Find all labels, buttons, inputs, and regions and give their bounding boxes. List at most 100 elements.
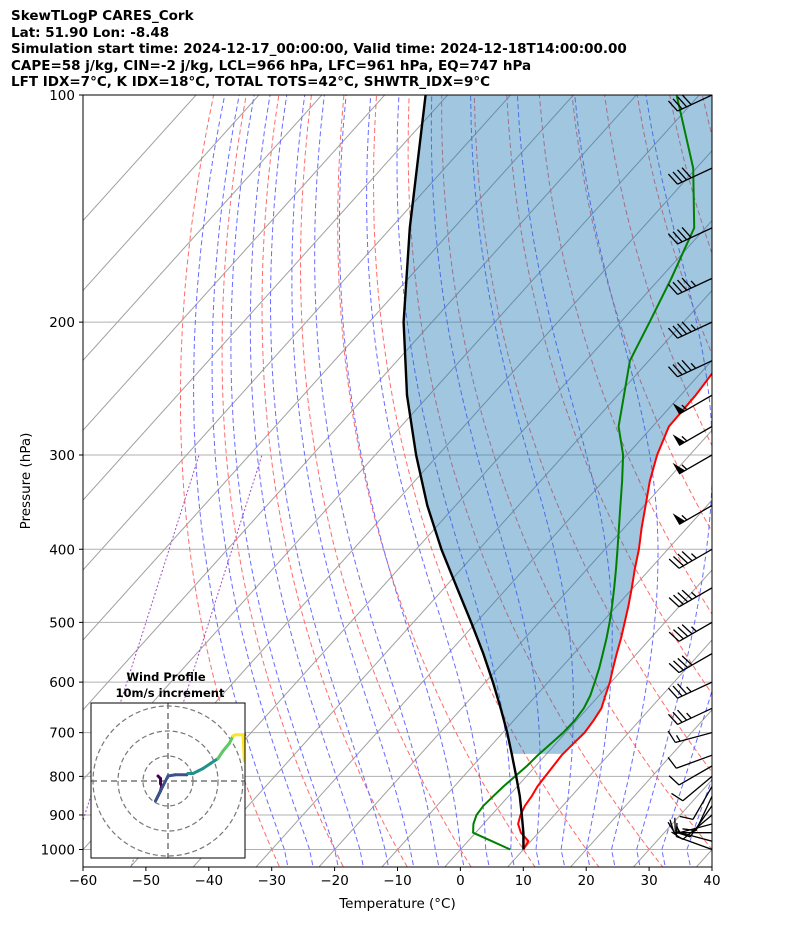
x-tick-label: −10 <box>383 873 412 889</box>
dry-adiabat-line <box>372 95 600 867</box>
dry-adiabat-line <box>221 95 344 867</box>
location-line: Lat: 51.90 Lon: -8.48 <box>11 24 170 41</box>
barb-feather <box>681 655 693 666</box>
x-tick-label: 30 <box>641 873 658 889</box>
wind-barb <box>672 504 712 526</box>
x-tick-label: 10 <box>515 873 532 889</box>
barb-feather <box>667 327 679 339</box>
wind-barb <box>667 754 712 769</box>
barb-shaft <box>677 707 712 725</box>
isotherm-line <box>83 95 197 222</box>
barb-feather <box>667 756 677 769</box>
wind-barb <box>672 425 712 447</box>
barb-feather <box>673 629 684 640</box>
plot-area <box>83 78 794 881</box>
barb-feather <box>681 227 692 239</box>
barb-feather <box>677 229 688 241</box>
barb-shaft <box>677 277 712 296</box>
barb-feather <box>672 685 683 697</box>
wind-barb <box>668 548 712 569</box>
barb-half-feather <box>681 435 688 442</box>
isotherm-line <box>747 78 794 881</box>
wind-barb <box>677 805 712 838</box>
isotherm-line <box>83 95 323 362</box>
y-tick-label: 700 <box>49 726 75 742</box>
barb-feather <box>677 832 691 838</box>
hodograph-segment <box>201 762 212 770</box>
moist-adiabat-line <box>211 95 314 867</box>
isotherm-line <box>83 95 512 571</box>
barb-feather <box>677 592 689 603</box>
barb-feather <box>667 713 679 725</box>
moist-adiabat-line <box>430 95 541 867</box>
barb-feather <box>671 831 684 840</box>
y-tick-label: 300 <box>49 448 75 464</box>
y-tick-label: 600 <box>49 675 75 691</box>
wind-barb <box>682 795 712 832</box>
barb-shaft <box>677 321 712 339</box>
moist-adiabat-line <box>574 95 659 867</box>
barb-shaft <box>676 754 712 769</box>
hodograph-segment <box>209 757 220 765</box>
barb-shaft <box>678 548 712 569</box>
dewpoint-line <box>472 95 696 851</box>
barb-feather <box>668 558 680 569</box>
dry-adiabat-line <box>261 95 408 867</box>
parcel-line <box>402 95 525 850</box>
x-tick-label: −40 <box>195 873 224 889</box>
barb-feather <box>681 359 692 371</box>
barb-feather <box>681 321 692 333</box>
moist-adiabat-line <box>314 95 440 867</box>
wind-barb <box>667 707 712 725</box>
isotherm-line <box>506 639 712 867</box>
barb-flag <box>672 434 686 446</box>
barb-half-feather <box>686 712 692 719</box>
dry-adiabat-line <box>604 95 712 447</box>
barb-shaft <box>677 167 712 185</box>
barb-feather <box>677 169 688 181</box>
barb-feather <box>672 98 683 110</box>
barb-feather <box>677 323 688 335</box>
isotherm-line <box>381 499 712 867</box>
moist-adiabat-line <box>686 777 712 867</box>
dry-adiabat-line <box>180 95 281 867</box>
dry-adiabat-line <box>768 95 794 881</box>
dry-adiabat-line <box>701 95 712 138</box>
isotherm-line <box>83 95 386 432</box>
y-tick-label: 200 <box>49 315 75 331</box>
wind-barb <box>667 95 712 112</box>
barb-feather <box>672 231 683 243</box>
dry-adiabat-line <box>473 95 712 773</box>
barb-half-feather <box>690 553 697 559</box>
barb-shaft <box>677 227 712 245</box>
wind-barb <box>667 227 712 245</box>
barb-feather <box>667 283 679 295</box>
chart-title: SkewTLogP CARES_Cork <box>11 8 194 24</box>
temperature-line <box>517 371 712 851</box>
wind-barb <box>667 277 712 296</box>
isotherm-line <box>83 95 575 641</box>
barb-feather <box>677 657 689 669</box>
barb-shaft <box>675 731 712 744</box>
barb-half-feather <box>675 826 681 833</box>
barb-feather <box>667 821 676 835</box>
barb-feather <box>673 594 684 605</box>
barb-half-feather <box>681 514 688 521</box>
dry-adiabat-line <box>538 95 712 615</box>
y-tick-label: 1000 <box>41 843 75 859</box>
barb-feather <box>682 828 697 832</box>
isotherm-line <box>444 569 712 867</box>
shaded-area <box>403 95 712 754</box>
barb-shaft <box>692 786 712 820</box>
dry-adiabat-line <box>299 95 472 867</box>
isotherm-line <box>83 95 638 711</box>
barb-feather <box>681 589 693 600</box>
chart-header: SkewTLogP CARES_Cork Lat: 51.90 Lon: -8.… <box>11 8 627 91</box>
hodograph-segment <box>221 742 231 753</box>
isotherm-line <box>569 709 712 867</box>
time-line: Simulation start time: 2024-12-17_00:00:… <box>11 41 627 58</box>
barb-half-feather <box>681 464 688 470</box>
barb-half-feather <box>690 626 697 632</box>
barb-shaft <box>678 587 712 608</box>
wind-barb <box>671 775 712 802</box>
